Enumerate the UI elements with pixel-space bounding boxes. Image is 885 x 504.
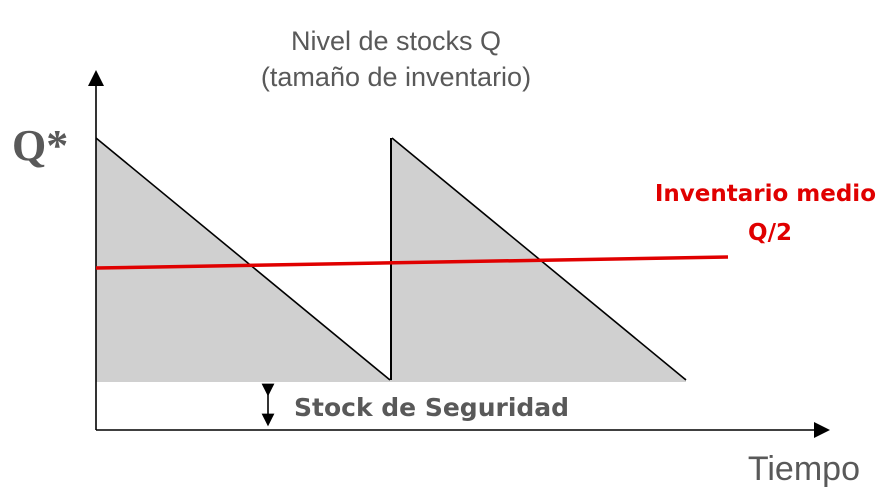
title-line-1: Nivel de stocks Q [291,26,501,56]
x-axis-label: Tiempo [748,450,860,488]
average-inventory-line [95,255,729,270]
safety-stock-label: Stock de Seguridad [294,393,569,422]
title-line-2: (tamaño de inventario) [261,62,531,92]
depletion-line-1 [95,137,391,381]
average-label-line-2: Q/2 [748,220,792,246]
y-max-label: Q* [12,121,68,170]
average-label-line-1: Inventario medio [655,181,876,207]
